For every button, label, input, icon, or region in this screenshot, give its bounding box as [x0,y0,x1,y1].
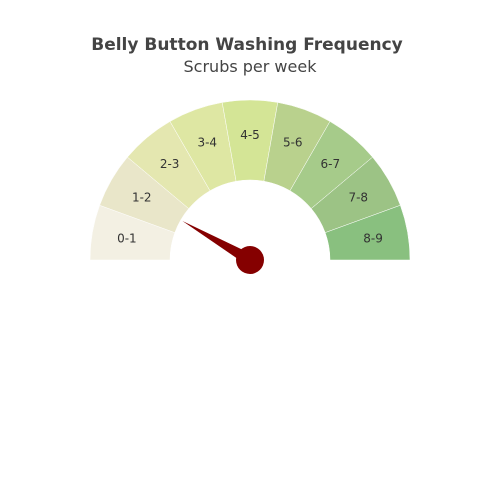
gauge-needle [182,221,264,274]
gauge-segments [89,99,411,261]
gauge-segment-label: 2-3 [160,157,180,171]
gauge-needle-pointer [182,221,253,266]
gauge-segment-label: 0-1 [117,231,137,245]
gauge-segment [324,204,411,261]
gauge-segment-label: 8-9 [363,231,383,245]
gauge-needle-hub [236,246,264,274]
gauge-segment-label: 7-8 [348,191,368,205]
chart-title: Belly Button Washing Frequency [91,35,403,55]
gauge-segment-label: 1-2 [132,191,152,205]
gauge-segment-label: 3-4 [197,136,217,150]
gauge-segment-label: 4-5 [240,128,260,142]
gauge-segment-label: 5-6 [283,136,303,150]
chart-subtitle: Scrubs per week [184,57,318,76]
gauge-segment-label: 6-7 [321,157,341,171]
gauge-segment-labels: 0-1 1-2 2-3 3-4 4-5 5-6 6-7 7-8 8-9 [117,128,383,245]
